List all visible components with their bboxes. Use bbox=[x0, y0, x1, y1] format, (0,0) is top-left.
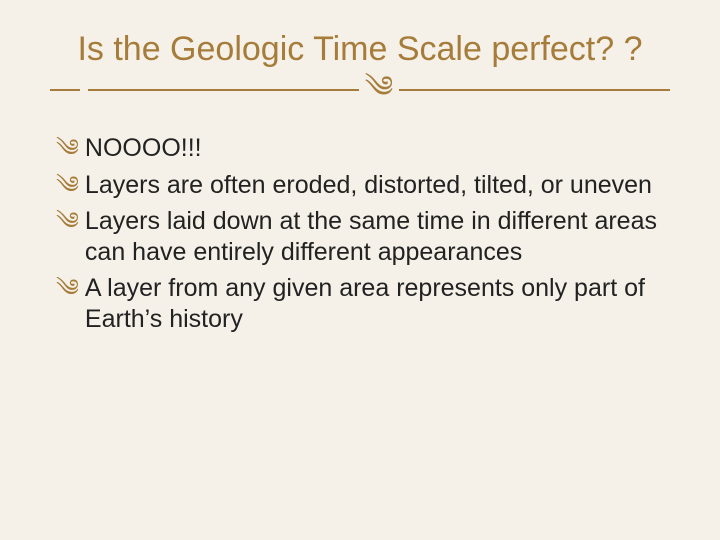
list-item: ༄ Layers laid down at the same time in d… bbox=[56, 206, 662, 267]
list-item: ༄ Layers are often eroded, distorted, ti… bbox=[56, 170, 662, 201]
bullet-icon: ༄ bbox=[56, 136, 79, 162]
list-item: ༄ A layer from any given area represents… bbox=[56, 273, 662, 334]
divider-dash-left-short bbox=[50, 89, 80, 91]
bullet-icon: ༄ bbox=[56, 173, 79, 199]
bullet-list: ༄ NOOOO!!! ༄ Layers are often eroded, di… bbox=[50, 133, 670, 334]
list-item: ༄ NOOOO!!! bbox=[56, 133, 662, 164]
title-divider: ༄ bbox=[50, 75, 670, 105]
flourish-icon: ༄ bbox=[359, 73, 400, 103]
bullet-text: Layers are often eroded, distorted, tilt… bbox=[85, 170, 662, 201]
bullet-text: A layer from any given area represents o… bbox=[85, 273, 662, 334]
bullet-text: Layers laid down at the same time in dif… bbox=[85, 206, 662, 267]
slide: Is the Geologic Time Scale perfect? ? ༄ … bbox=[0, 0, 720, 540]
bullet-icon: ༄ bbox=[56, 276, 79, 302]
divider-dash-left-long bbox=[88, 89, 359, 91]
bullet-text: NOOOO!!! bbox=[85, 133, 662, 164]
divider-dash-right-long bbox=[399, 89, 670, 91]
bullet-icon: ༄ bbox=[56, 209, 79, 235]
slide-title: Is the Geologic Time Scale perfect? ? bbox=[50, 30, 670, 69]
